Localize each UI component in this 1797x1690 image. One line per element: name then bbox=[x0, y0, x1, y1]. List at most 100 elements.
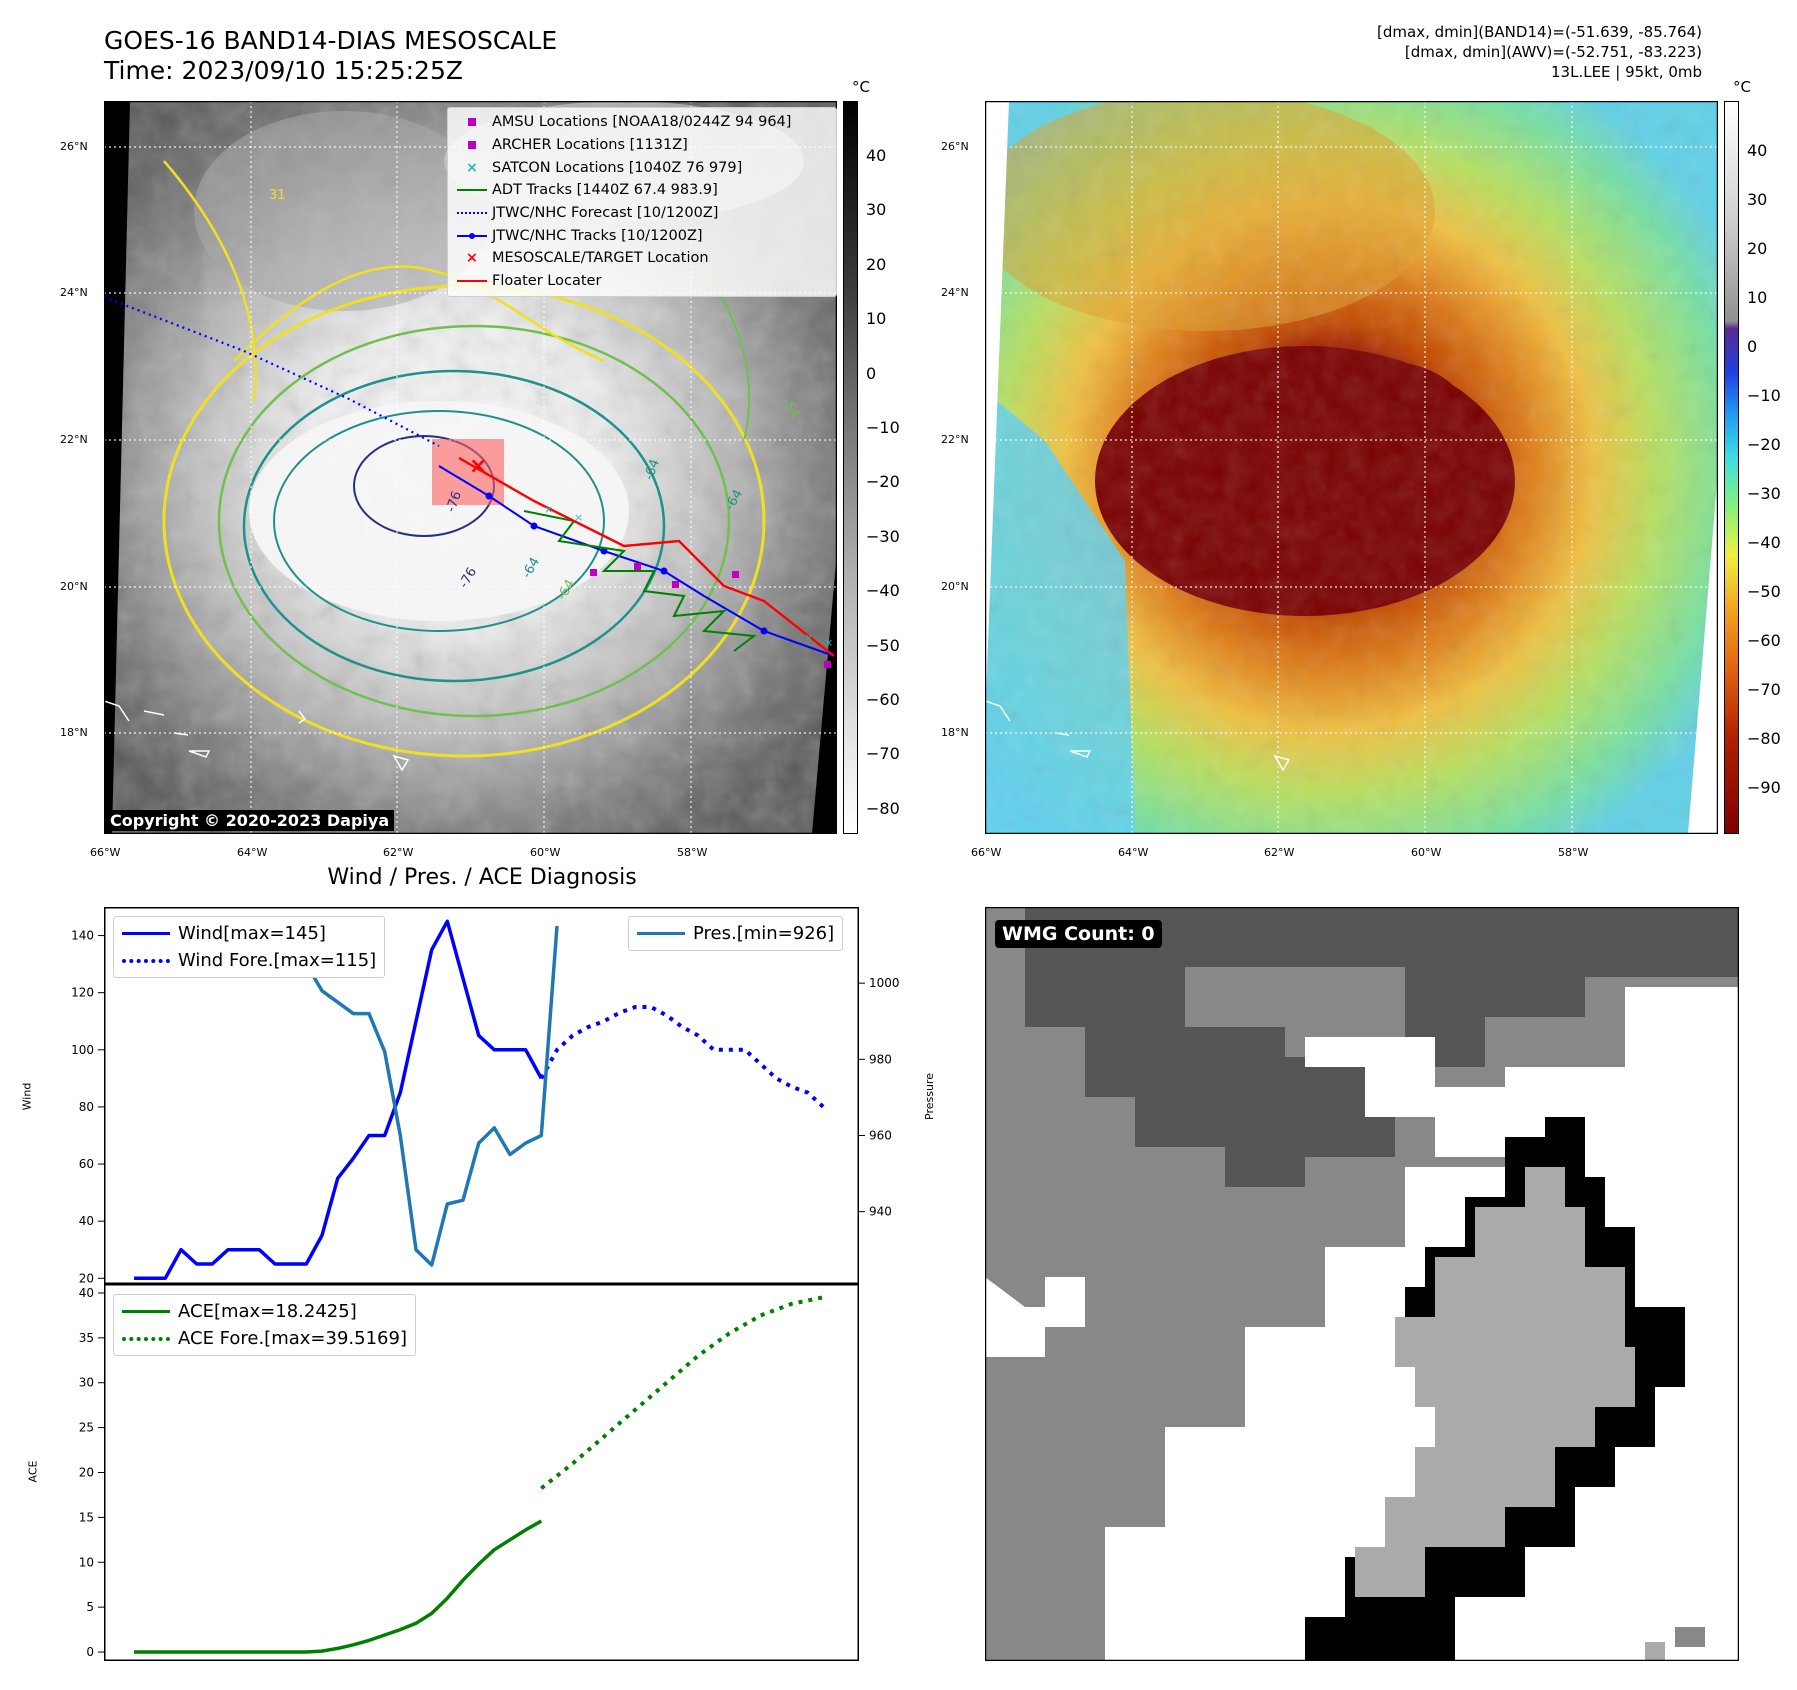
legend-item-ace: ACE[max=18.2425] bbox=[122, 1298, 407, 1325]
x-marker-icon: × bbox=[465, 159, 479, 176]
lon-tick: 58°W bbox=[677, 846, 708, 859]
square-marker-icon bbox=[452, 118, 492, 127]
cbar-tick: 0 bbox=[1747, 337, 1758, 356]
cbar-tick: 40 bbox=[866, 146, 887, 165]
storm-info: 13L.LEE | 95kt, 0mb bbox=[1551, 63, 1702, 81]
y2-tick-label: 1000 bbox=[869, 976, 900, 990]
cbar-tick: −30 bbox=[866, 527, 900, 546]
copyright-label: Copyright © 2020-2023 Dapiya bbox=[105, 810, 395, 831]
legend-label: ACE[max=18.2425] bbox=[178, 1301, 357, 1322]
y-tick-label: 60 bbox=[79, 1157, 94, 1171]
legend-label: Pres.[min=926] bbox=[693, 923, 835, 944]
legend-item-archer: ARCHER Locations [1131Z] bbox=[452, 134, 832, 157]
cbar-tick: −40 bbox=[866, 581, 900, 600]
y-tick-label: 20 bbox=[79, 1271, 94, 1285]
plot-frame bbox=[104, 1284, 859, 1661]
lat-tick: 22°N bbox=[60, 433, 88, 446]
cbar-tick: −50 bbox=[1747, 582, 1781, 601]
cbar-tick: −60 bbox=[866, 690, 900, 709]
legend-item-pressure: Pres.[min=926] bbox=[637, 920, 834, 947]
contour-label-8: 31 bbox=[269, 188, 286, 203]
left-colorbar-unit: °C bbox=[852, 78, 870, 96]
legend-item-wind: Wind[max=145] bbox=[122, 920, 376, 947]
pressure-legend: Pres.[min=926] bbox=[628, 916, 844, 951]
y2-tick-label: 940 bbox=[869, 1205, 892, 1219]
dotted-line-icon bbox=[122, 958, 170, 963]
lon-tick: 64°W bbox=[237, 846, 268, 859]
cbar-tick: 0 bbox=[866, 364, 877, 383]
ace-axis-label: ACE bbox=[26, 1460, 40, 1483]
legend-item-wind-fore: Wind Fore.[max=115] bbox=[122, 947, 376, 974]
y-tick-label: 140 bbox=[71, 929, 94, 943]
cbar-tick: −80 bbox=[866, 799, 900, 818]
y2-tick-label: 960 bbox=[869, 1128, 892, 1142]
legend-item-satcon: × SATCON Locations [1040Z 76 979] bbox=[452, 156, 832, 179]
cbar-tick: −50 bbox=[866, 636, 900, 655]
y-tick-label: 5 bbox=[86, 1600, 94, 1614]
cbar-tick: 30 bbox=[866, 200, 887, 219]
ace-legend: ACE[max=18.2425] ACE Fore.[max=39.5169] bbox=[113, 1294, 416, 1356]
lon-tick: 62°W bbox=[1264, 846, 1295, 859]
cbar-tick: −10 bbox=[866, 418, 900, 437]
wind-legend: Wind[max=145] Wind Fore.[max=115] bbox=[113, 916, 386, 978]
wmg-count-badge: WMG Count: 0 bbox=[995, 920, 1162, 948]
legend-label: Floater Locater bbox=[492, 273, 602, 290]
y-tick-label: 100 bbox=[71, 1043, 94, 1057]
cbar-tick: −70 bbox=[1747, 680, 1781, 699]
dotted-line-icon bbox=[122, 1336, 170, 1341]
awv-satellite-map bbox=[985, 101, 1718, 834]
lat-tick: 24°N bbox=[941, 286, 969, 299]
cbar-tick: 20 bbox=[1747, 239, 1768, 258]
y-tick-label: 10 bbox=[79, 1555, 94, 1569]
y-tick-label: 80 bbox=[79, 1100, 94, 1114]
cbar-tick: −80 bbox=[1747, 729, 1781, 748]
right-colorbar bbox=[1724, 101, 1739, 834]
lon-tick: 66°W bbox=[90, 846, 121, 859]
series-line-0 bbox=[134, 1519, 543, 1654]
legend-label: Wind Fore.[max=115] bbox=[178, 950, 377, 971]
y-tick-label: 40 bbox=[79, 1214, 94, 1228]
lat-tick: 24°N bbox=[60, 286, 88, 299]
svg-text:×: × bbox=[469, 454, 487, 479]
right-colorbar-unit: °C bbox=[1733, 78, 1751, 96]
legend-item-floater: Floater Locater bbox=[452, 270, 832, 293]
legend-label: AMSU Locations [NOAA18/0244Z 94 964] bbox=[492, 114, 792, 131]
legend-label: ADT Tracks [1440Z 67.4 983.9] bbox=[492, 182, 718, 199]
wmg-panel bbox=[985, 907, 1739, 1661]
band14-range: [dmax, dmin](BAND14)=(-51.639, -85.764) bbox=[1377, 23, 1702, 41]
y-tick-label: 15 bbox=[79, 1510, 94, 1524]
wind-axis-label: Wind bbox=[20, 1082, 34, 1111]
map-title: GOES-16 BAND14-DIAS MESOSCALE bbox=[104, 26, 558, 55]
lon-tick: 58°W bbox=[1558, 846, 1589, 859]
lat-tick: 26°N bbox=[60, 140, 88, 153]
ace-chart: 0 5 10 15 20 25 30 35 40 bbox=[79, 1284, 859, 1661]
lat-tick: 18°N bbox=[60, 726, 88, 739]
diagnosis-title: Wind / Pres. / ACE Diagnosis bbox=[327, 865, 637, 890]
y-tick-label: 40 bbox=[79, 1286, 94, 1300]
lat-tick: 26°N bbox=[941, 140, 969, 153]
contour-label-1: -64 bbox=[642, 457, 663, 482]
cbar-tick: 30 bbox=[1747, 190, 1768, 209]
line-dot-icon bbox=[452, 232, 492, 240]
dotted-line-icon bbox=[452, 212, 492, 215]
cbar-tick: −10 bbox=[1747, 386, 1781, 405]
square-marker-icon bbox=[452, 141, 492, 150]
lon-tick: 60°W bbox=[530, 846, 561, 859]
legend-item-adt: ADT Tracks [1440Z 67.4 983.9] bbox=[452, 179, 832, 202]
y-tick-label: 20 bbox=[79, 1466, 94, 1480]
legend-label: JTWC/NHC Tracks [10/1200Z] bbox=[492, 227, 703, 244]
left-colorbar bbox=[843, 101, 858, 834]
lon-tick: 64°W bbox=[1118, 846, 1149, 859]
legend-label: SATCON Locations [1040Z 76 979] bbox=[492, 159, 743, 176]
legend-label: ARCHER Locations [1131Z] bbox=[492, 137, 688, 154]
y-tick-label: 30 bbox=[79, 1376, 94, 1390]
pressure-axis-label: Pressure bbox=[922, 1073, 936, 1120]
cbar-tick: −20 bbox=[866, 472, 900, 491]
line-icon bbox=[452, 280, 492, 283]
lon-tick: 60°W bbox=[1411, 846, 1442, 859]
svg-text:×: × bbox=[574, 511, 583, 524]
legend-item-amsu: AMSU Locations [NOAA18/0244Z 94 964] bbox=[452, 111, 832, 134]
cbar-tick: 10 bbox=[1747, 288, 1768, 307]
legend-label: JTWC/NHC Forecast [10/1200Z] bbox=[492, 205, 719, 222]
legend-item-ace-fore: ACE Fore.[max=39.5169] bbox=[122, 1325, 407, 1352]
